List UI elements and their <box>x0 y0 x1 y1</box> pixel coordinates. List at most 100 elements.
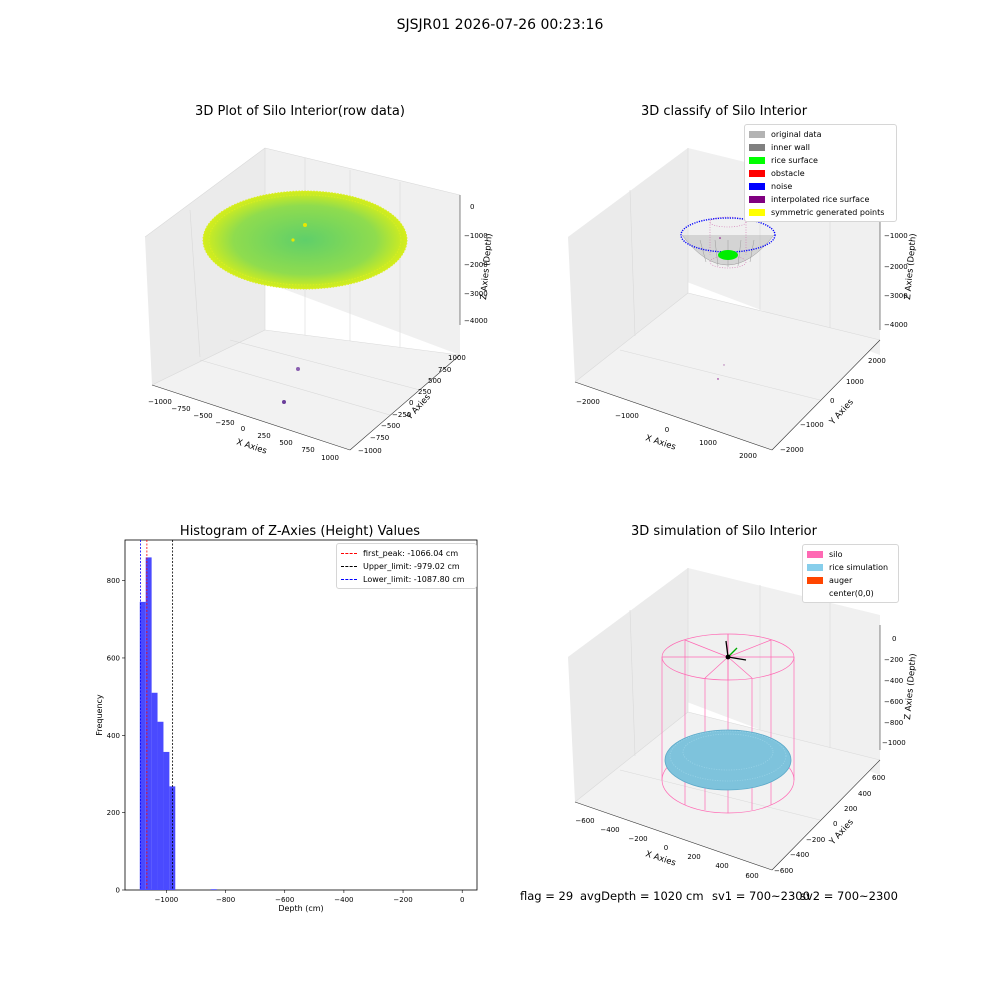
p1-xtick-7: 750 <box>301 446 314 454</box>
hist-xtick-label: 0 <box>460 896 464 904</box>
p4-xtick-6: 600 <box>745 872 758 880</box>
hist-xtick-label: −400 <box>334 896 353 904</box>
legend-auger-label: auger <box>829 576 853 585</box>
p1-xtick-3: −250 <box>215 419 234 427</box>
p2-ztick-2: −3000 <box>884 292 908 300</box>
panel1-z-ticks: 0 −1000 −2000 −3000 −4000 <box>464 203 488 325</box>
p4-auger <box>725 640 747 661</box>
legend-first-peak: first_peak: -1066.04 cm <box>341 547 471 560</box>
panel4-z-ticks: 0 −200 −400 −600 −800 −1000 <box>882 635 906 747</box>
hist-bars <box>139 557 217 890</box>
panel4-x-ticks: −600 −400 −200 0 200 400 600 <box>575 817 758 880</box>
hist-ytick-label: 0 <box>116 887 120 895</box>
legend-rice-surface-label: rice surface <box>771 156 818 165</box>
p1-point <box>296 367 300 371</box>
p2-xtick-2: 0 <box>665 426 669 434</box>
p4-xtick-2: −200 <box>628 835 647 843</box>
p2-ytick-2: 0 <box>830 397 834 405</box>
p4-zlabel: Z Axies (Depth) <box>903 653 919 720</box>
p4-xlabel: X Axies <box>644 849 677 868</box>
panel3-legend: first_peak: -1066.04 cm Upper_limit: -97… <box>336 543 477 589</box>
p2-xtick-4: 2000 <box>739 452 757 460</box>
legend-center-label: center(0,0) <box>829 589 874 598</box>
hist-ytick-label: 200 <box>107 809 120 817</box>
p1-ytick-7: −750 <box>370 434 389 442</box>
p1-zlabel: Z Axies (Depth) <box>479 233 495 300</box>
legend-noise: noise <box>749 180 891 193</box>
p1-ytick-1: 750 <box>438 366 451 374</box>
p1-rice-surface-points <box>203 191 407 289</box>
p1-xtick-1: −750 <box>171 405 190 413</box>
legend-symmetric: symmetric generated points <box>749 206 891 219</box>
hist-bar <box>139 601 146 890</box>
legend-interpolated-label: interpolated rice surface <box>771 195 870 204</box>
status-flag: flag = 29 <box>520 889 574 903</box>
p2-point <box>719 237 721 239</box>
p1-rim-points <box>202 190 408 290</box>
hist-xlabel: Depth (cm) <box>278 904 323 913</box>
legend-silo-label: silo <box>829 550 843 559</box>
panel2-y-ticks: 2000 1000 0 −1000 −2000 <box>780 357 886 454</box>
panel1-3d-plot: −1000 −750 −500 −250 0 250 500 750 1000 … <box>144 147 495 462</box>
hist-ylabel: Frequency <box>95 694 104 736</box>
legend-symmetric-label: symmetric generated points <box>771 208 885 217</box>
panel4-legend: silo rice simulation auger center(0,0) <box>802 544 899 603</box>
p1-ytick-3: 250 <box>418 388 431 396</box>
swatch-center <box>807 590 823 597</box>
p4-xtick-3: 0 <box>664 844 668 852</box>
p2-xtick-0: −2000 <box>576 398 600 406</box>
hist-bar <box>151 692 158 890</box>
panel4-axes-box <box>568 568 881 871</box>
p2-rice-surface-points <box>718 250 738 260</box>
p1-xtick-4: 0 <box>241 425 245 433</box>
legend-auger: auger <box>807 574 893 587</box>
p1-point <box>282 400 286 404</box>
p2-interpolated-points <box>709 216 747 269</box>
p4-ztick-4: −800 <box>884 719 903 727</box>
p4-ytick-2: 200 <box>844 805 857 813</box>
hist-bar <box>145 557 152 890</box>
p4-xtick-4: 200 <box>687 853 700 861</box>
legend-interpolated: interpolated rice surface <box>749 193 891 206</box>
legend-silo: silo <box>807 548 893 561</box>
p4-ytick-3: 0 <box>833 820 837 828</box>
hist-xtick-label: −800 <box>216 896 235 904</box>
p4-xtick-5: 400 <box>715 862 728 870</box>
p2-zlabel: Z Axies (Depth) <box>903 233 919 300</box>
p4-ytick-4: −200 <box>806 836 825 844</box>
p1-ztick-0: 0 <box>470 203 474 211</box>
status-sv2: sv2 = 700~2300 <box>800 889 898 903</box>
panel1-title: 3D Plot of Silo Interior(row data) <box>195 104 405 119</box>
hist-xtick-label: −1000 <box>155 896 179 904</box>
p2-ztick-1: −2000 <box>884 263 908 271</box>
hist-frame <box>124 539 478 891</box>
p4-ytick-6: −600 <box>774 867 793 875</box>
p2-ytick-4: −2000 <box>780 446 804 454</box>
legend-rice-simulation: rice simulation <box>807 561 893 574</box>
p1-ytick-0: 1000 <box>448 354 466 362</box>
p1-ytick-2: 500 <box>428 377 441 385</box>
p1-xtick-8: 1000 <box>321 454 339 462</box>
legend-obstacle: obstacle <box>749 167 891 180</box>
p1-ytick-4: 0 <box>409 399 413 407</box>
legend-noise-label: noise <box>771 182 793 191</box>
panel1-y-ticks: 1000 750 500 250 0 −250 −500 −750 −1000 <box>358 354 466 455</box>
p1-ytick-8: −1000 <box>358 447 382 455</box>
hist-ytick-label: 400 <box>107 732 120 740</box>
p2-point <box>723 364 725 366</box>
hist-y-ticks: 0 200 400 600 800 <box>107 577 125 895</box>
panel3-title: Histogram of Z-Axies (Height) Values <box>179 524 421 539</box>
p4-rice-simulation <box>664 729 792 791</box>
legend-inner-wall-label: inner wall <box>771 143 811 152</box>
p2-ytick-1: 1000 <box>846 378 864 386</box>
hist-xtick-label: −600 <box>275 896 294 904</box>
legend-original-label: original data <box>771 130 822 139</box>
p1-ztick-2: −2000 <box>464 261 488 269</box>
legend-first-peak-label: first_peak: -1066.04 cm <box>363 549 459 558</box>
hist-ytick-label: 600 <box>107 654 120 662</box>
p4-ztick-1: −200 <box>884 656 903 664</box>
hist-threshold-lines <box>140 540 174 890</box>
hist-x-ticks: −1000 −800 −600 −400 −200 0 <box>155 890 464 904</box>
legend-upper-limit-label: Upper_limit: -979.02 cm <box>363 562 460 571</box>
swatch-original <box>749 131 765 138</box>
